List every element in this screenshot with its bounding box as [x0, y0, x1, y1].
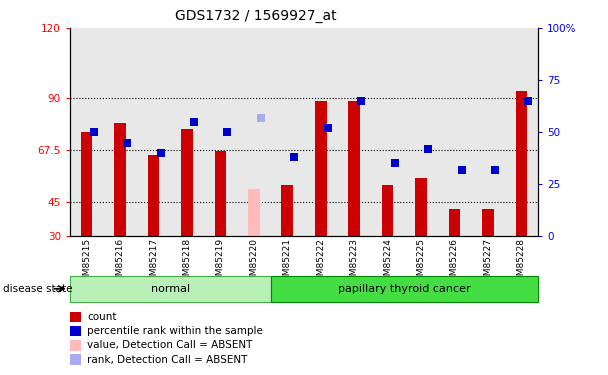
Text: count: count: [87, 312, 117, 322]
Point: [390, 160, 399, 166]
Bar: [415, 178, 427, 236]
Point: [189, 119, 199, 125]
Bar: [181, 129, 193, 236]
Bar: [516, 91, 527, 236]
Text: rank, Detection Call = ABSENT: rank, Detection Call = ABSENT: [87, 355, 247, 364]
Text: percentile rank within the sample: percentile rank within the sample: [87, 326, 263, 336]
Bar: [282, 185, 293, 236]
Point: [457, 166, 466, 172]
Bar: [148, 155, 159, 236]
Bar: [248, 189, 260, 236]
Text: disease state: disease state: [3, 284, 72, 294]
Text: value, Detection Call = ABSENT: value, Detection Call = ABSENT: [87, 340, 252, 350]
Point: [289, 154, 299, 160]
Bar: [482, 209, 494, 236]
Bar: [315, 101, 326, 236]
Point: [256, 115, 266, 121]
Bar: [348, 101, 360, 236]
Bar: [449, 209, 460, 236]
Point: [89, 129, 98, 135]
Text: papillary thyroid cancer: papillary thyroid cancer: [338, 284, 471, 294]
Point: [122, 140, 132, 146]
Point: [323, 125, 333, 131]
Point: [356, 98, 366, 104]
Bar: [382, 185, 393, 236]
Point: [223, 129, 232, 135]
Bar: [81, 132, 92, 236]
Point: [490, 166, 500, 172]
Text: GDS1732 / 1569927_at: GDS1732 / 1569927_at: [174, 9, 336, 23]
Point: [423, 146, 433, 152]
Text: normal: normal: [151, 284, 190, 294]
Point: [156, 150, 165, 156]
Bar: [215, 151, 226, 236]
Point: [523, 98, 533, 104]
Bar: [114, 123, 126, 236]
